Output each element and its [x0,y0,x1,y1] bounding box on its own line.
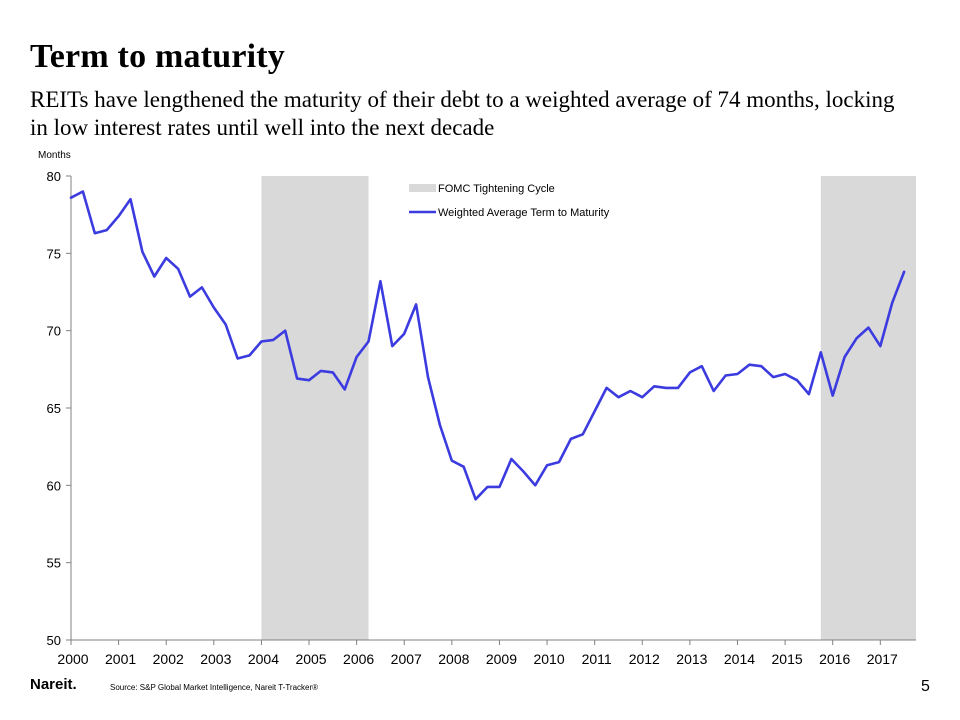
series-line-term-to-maturity [69,190,906,501]
y-axis-label: Months [38,150,71,161]
x-tick-label: 2004 [248,651,279,667]
source-note: Source: S&P Global Market Intelligence, … [110,683,319,692]
x-tick-label: 2003 [200,651,231,667]
y-tick-label: 65 [47,401,61,416]
x-tick-label: 2006 [343,651,374,667]
x-tick-label: 2012 [629,651,660,667]
x-tick-label: 2011 [582,651,612,667]
y-tick-label: 50 [47,633,61,648]
fomc-shade-band [820,176,916,640]
nareit-logo: Nareit. [30,676,77,693]
page-number: 5 [921,678,930,695]
page-subtitle: REITs have lengthened the maturity of th… [30,87,895,140]
x-tick-label: 2009 [486,651,517,667]
legend-label-fomc: FOMC Tightening Cycle [438,183,555,195]
x-tick-label: 2007 [391,651,422,667]
x-tick-label: 2001 [105,651,136,667]
page-title: Term to maturity [30,38,285,75]
x-tick-label: 2016 [819,651,850,667]
legend-swatch-fomc [409,184,436,192]
x-tick-label: 2008 [438,651,469,667]
x-tick-label: 2013 [676,651,707,667]
shaded-periods [261,176,916,640]
chart-axes: 50 55 60 65 70 75 80 Months 2000 2001 2002 2003 2004… [38,150,916,667]
y-tick-label: 80 [47,169,61,184]
x-tick-label: 2010 [533,651,564,667]
y-tick-label: 55 [47,556,61,571]
x-tick-label: 2005 [295,651,326,667]
x-tick-label: 2017 [867,651,898,667]
x-tick-label: 2000 [57,651,88,667]
legend-label-series: Weighted Average Term to Maturity [438,207,610,219]
chart-legend: FOMC Tightening Cycle Weighted Average Te… [409,183,610,219]
x-tick-label: 2015 [772,651,803,667]
x-tick-label: 2002 [153,651,184,667]
x-tick-label: 2014 [724,651,755,667]
y-tick-label: 70 [47,324,61,339]
y-tick-label: 75 [47,246,61,261]
chart-series [69,190,906,501]
fomc-shade-band [261,176,369,640]
y-tick-label: 60 [47,478,61,493]
